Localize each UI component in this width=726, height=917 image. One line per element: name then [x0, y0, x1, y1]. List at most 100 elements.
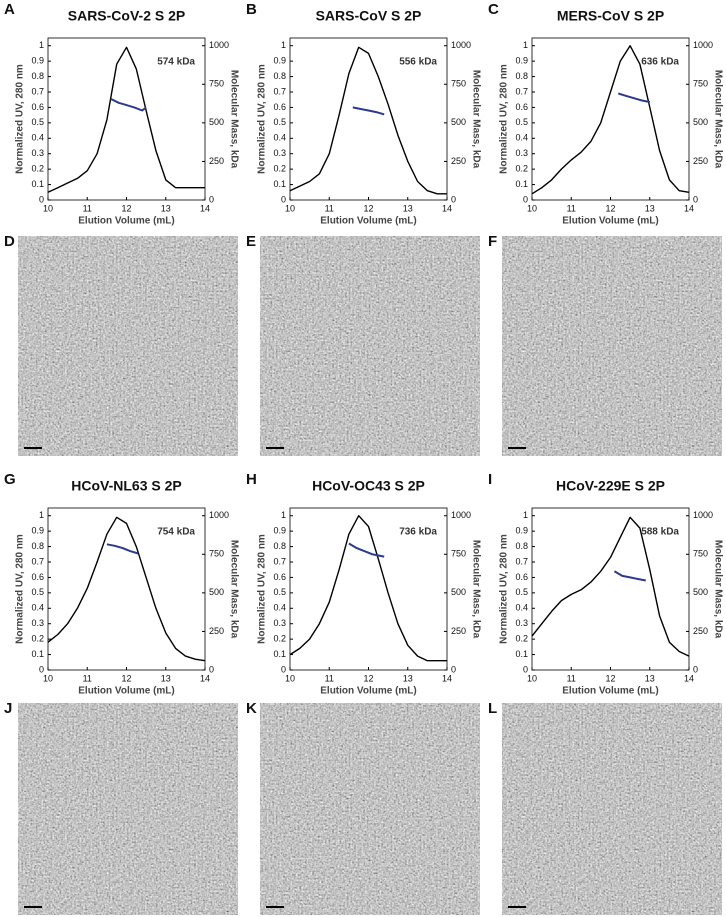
- y-tick-label: 0.2: [515, 634, 528, 644]
- y2-tick-label: 0: [451, 664, 456, 674]
- y-tick-label: 0.1: [515, 649, 528, 659]
- micrograph: [502, 236, 722, 456]
- y2-axis-label: Molecular Mass, kDa: [470, 70, 481, 169]
- y-tick-label: 1: [281, 510, 286, 520]
- x-axis-label: Elution Volume (mL): [320, 686, 416, 697]
- y-tick-label: 0.1: [273, 179, 286, 189]
- y-tick-label: 0.9: [273, 56, 286, 66]
- y-axis-label: Normalized UV, 280 nm: [499, 64, 510, 174]
- chart-title: SARS-CoV-2 S 2P: [68, 8, 185, 24]
- y-tick-label: 0.5: [515, 587, 528, 597]
- uv-line: [531, 45, 690, 195]
- y-tick-label: 0.8: [31, 541, 44, 551]
- y2-tick-label: 1000: [693, 510, 713, 520]
- y-tick-label: 0.3: [273, 148, 286, 158]
- mass-line: [613, 570, 646, 582]
- y-tick-label: 0.4: [515, 603, 528, 613]
- mass-line: [618, 92, 650, 103]
- y-tick-label: 1: [39, 40, 44, 50]
- panel-letter: L: [488, 700, 497, 717]
- mass-line: [348, 542, 385, 558]
- chart-title: HCoV-OC43 S 2P: [312, 478, 425, 494]
- y-tick-label: 0: [281, 194, 286, 204]
- y2-tick-label: 1000: [693, 40, 713, 50]
- y2-tick-label: 250: [451, 156, 466, 166]
- x-tick-label: 12: [605, 673, 615, 683]
- y2-tick-label: 0: [209, 664, 214, 674]
- y-tick-label: 0.8: [273, 541, 286, 551]
- chart-title: MERS-CoV S 2P: [557, 8, 664, 24]
- x-tick-label: 12: [121, 673, 131, 683]
- micrograph: [260, 236, 480, 456]
- x-axis-label: Elution Volume (mL): [562, 216, 658, 227]
- panel-letter: B: [246, 1, 257, 18]
- y2-tick-label: 1000: [451, 510, 471, 520]
- y2-tick-label: 750: [209, 549, 224, 559]
- micrograph: [260, 703, 480, 915]
- x-tick-label: 11: [325, 203, 334, 213]
- y2-tick-label: 750: [693, 549, 708, 559]
- y-tick-label: 0.9: [31, 526, 44, 536]
- y-tick-label: 0.8: [515, 71, 528, 81]
- y2-tick-label: 500: [209, 587, 224, 597]
- chart-title: HCoV-NL63 S 2P: [71, 478, 181, 494]
- y2-axis-label: Molecular Mass, kDa: [712, 70, 723, 169]
- mass-line: [352, 106, 385, 116]
- y2-tick-label: 250: [209, 156, 224, 166]
- x-tick-label: 14: [442, 673, 452, 683]
- x-tick-label: 10: [527, 203, 537, 213]
- y-tick-label: 0.3: [31, 618, 44, 628]
- y-tick-label: 0.5: [273, 117, 286, 127]
- y2-tick-label: 250: [209, 626, 224, 636]
- y-tick-label: 0.4: [273, 133, 286, 143]
- y-tick-label: 0.1: [31, 179, 44, 189]
- y2-tick-label: 750: [451, 549, 466, 559]
- x-tick-label: 14: [442, 203, 452, 213]
- y2-tick-label: 1000: [209, 510, 229, 520]
- y2-tick-label: 1000: [451, 40, 471, 50]
- y2-axis-label: Molecular Mass, kDa: [228, 70, 239, 169]
- uv-line: [47, 516, 206, 662]
- y-tick-label: 0.7: [273, 556, 286, 566]
- mass-line: [106, 543, 139, 555]
- x-tick-label: 10: [43, 673, 53, 683]
- y-tick-label: 0: [281, 664, 286, 674]
- mass-line: [110, 98, 147, 112]
- y-tick-label: 0.7: [515, 556, 528, 566]
- y2-axis-label: Molecular Mass, kDa: [470, 540, 481, 639]
- y-tick-label: 0: [39, 664, 44, 674]
- y-tick-label: 0.7: [273, 86, 286, 96]
- y2-tick-label: 0: [451, 194, 456, 204]
- y-tick-label: 0.7: [515, 86, 528, 96]
- x-tick-label: 14: [684, 673, 694, 683]
- x-tick-label: 11: [567, 673, 576, 683]
- y-tick-label: 0.9: [515, 56, 528, 66]
- y-tick-label: 0.6: [31, 572, 44, 582]
- y-tick-label: 0.7: [31, 86, 44, 96]
- x-axis-label: Elution Volume (mL): [320, 216, 416, 227]
- y-tick-label: 0.1: [515, 179, 528, 189]
- x-tick-label: 11: [83, 673, 92, 683]
- y-tick-label: 0.8: [31, 71, 44, 81]
- y2-tick-label: 1000: [209, 40, 229, 50]
- y-tick-label: 0.1: [31, 649, 44, 659]
- panel-letter: C: [488, 1, 499, 18]
- y2-axis-label: Molecular Mass, kDa: [228, 540, 239, 639]
- x-tick-label: 10: [43, 203, 53, 213]
- x-tick-label: 11: [325, 673, 334, 683]
- y-axis-label: Normalized UV, 280 nm: [499, 534, 510, 644]
- y-tick-label: 0.9: [31, 56, 44, 66]
- x-tick-label: 14: [200, 673, 210, 683]
- y-tick-label: 0.9: [515, 526, 528, 536]
- x-tick-label: 12: [605, 203, 615, 213]
- y-axis-label: Normalized UV, 280 nm: [257, 64, 268, 174]
- uv-line: [47, 46, 205, 193]
- panel-letter: G: [4, 471, 16, 488]
- x-tick-label: 13: [161, 203, 171, 213]
- y-tick-label: 0.6: [31, 102, 44, 112]
- y-tick-label: 0.5: [273, 587, 286, 597]
- y-tick-label: 0.6: [273, 572, 286, 582]
- y-tick-label: 1: [281, 40, 286, 50]
- panel-letter: E: [246, 233, 256, 250]
- annotation: 754 kDa: [157, 527, 195, 538]
